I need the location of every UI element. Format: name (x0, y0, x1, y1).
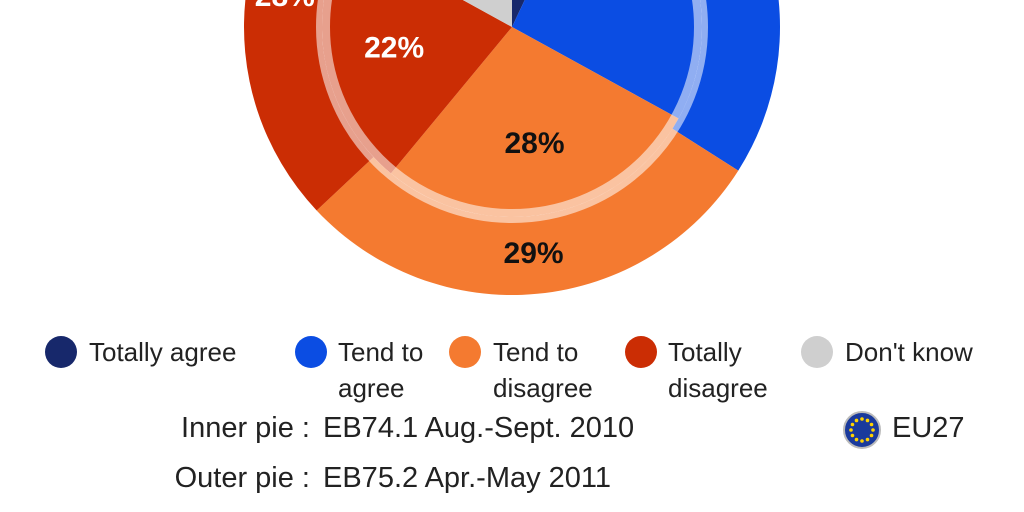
inner-label: Inner pie : (181, 412, 310, 444)
legend-label: Tend to disagree (493, 337, 593, 403)
value-label: 28% (504, 127, 564, 160)
slice (512, 0, 702, 119)
legend-label: Totally agree (89, 337, 237, 367)
flag-star (854, 437, 859, 442)
flag-stars (849, 417, 875, 443)
flag-disc (843, 411, 881, 449)
inner-period: EB74.1 Aug.-Sept. 2010 (323, 412, 635, 444)
flag-star (850, 422, 855, 427)
flag-star (849, 428, 853, 432)
flag-star (860, 417, 864, 421)
slice (672, 0, 780, 171)
slice (390, 27, 679, 218)
legend-swatch (801, 336, 833, 368)
flag-star (869, 422, 874, 427)
flag-star (865, 437, 870, 442)
legend-swatch (295, 336, 327, 368)
outer-label: Outer pie : (174, 462, 310, 494)
legend-label: Tend to agree (338, 337, 424, 403)
slice (322, 0, 512, 174)
legend-label: Don't know (845, 337, 973, 367)
flag-star (854, 418, 859, 423)
value-label: 26% (596, 0, 656, 5)
flag-star (871, 428, 875, 432)
legend-swatch (449, 336, 481, 368)
pie: 26% 28% 22% 29% 28% (243, 0, 780, 296)
legend-swatch (45, 336, 77, 368)
slice (462, 0, 512, 27)
outer-period: EB75.2 Apr.-May 2011 (323, 462, 612, 494)
value-label: 28% (255, 0, 315, 13)
value-label: 29% (504, 237, 564, 270)
region: EU27 (892, 412, 965, 444)
slice (243, 0, 374, 211)
ring (316, 0, 708, 223)
flag-star (869, 433, 874, 438)
legend-label: Totally disagree (668, 337, 768, 403)
slice (316, 128, 739, 296)
eu-flag (843, 411, 881, 449)
flag-star (860, 439, 864, 443)
value-label: 22% (364, 31, 424, 64)
flag-star (850, 433, 855, 438)
legend-swatch (625, 336, 657, 368)
flag-star (865, 418, 870, 423)
